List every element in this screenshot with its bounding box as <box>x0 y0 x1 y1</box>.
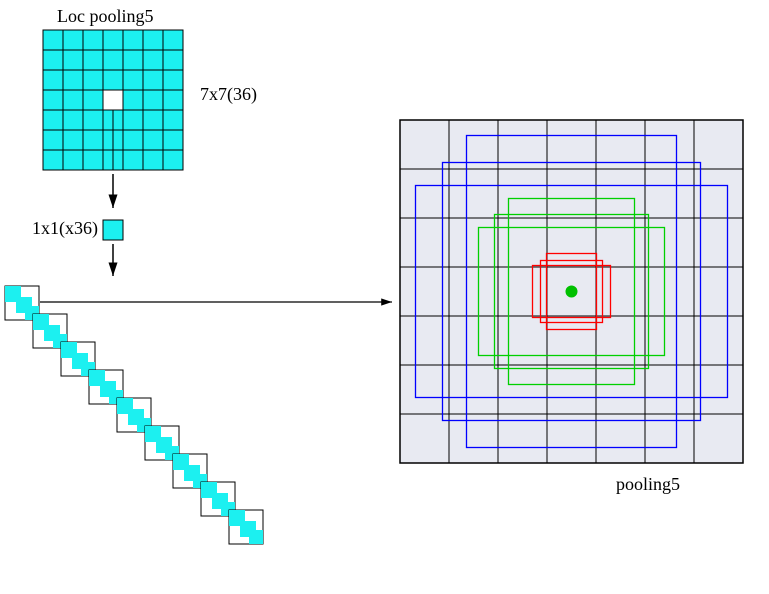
diag-feature-stack <box>5 286 263 544</box>
grid-dim-label: 7x7(36) <box>200 84 257 105</box>
pooling5-label: pooling5 <box>616 474 680 494</box>
small-cell-label: 1x1(x36) <box>32 218 98 239</box>
loc-pooling5-label: Loc pooling5 <box>57 6 154 26</box>
anchor-center-dot <box>566 286 578 298</box>
loc-pooling5-grid <box>43 30 183 170</box>
small-cell <box>103 220 123 240</box>
